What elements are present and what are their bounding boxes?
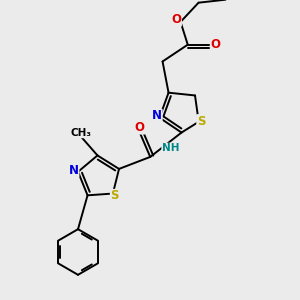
Text: N: N bbox=[152, 110, 162, 122]
Text: N: N bbox=[69, 164, 79, 177]
Text: S: S bbox=[110, 189, 119, 203]
Text: O: O bbox=[171, 13, 182, 26]
Text: NH: NH bbox=[162, 143, 179, 153]
Text: O: O bbox=[134, 121, 144, 134]
Text: CH₃: CH₃ bbox=[70, 128, 91, 138]
Text: O: O bbox=[210, 38, 220, 51]
Text: S: S bbox=[197, 115, 206, 128]
